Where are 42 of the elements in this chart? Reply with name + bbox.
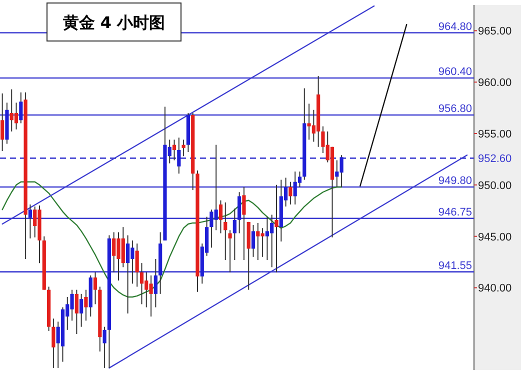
candlestick (172, 139, 176, 161)
candlestick (28, 204, 32, 239)
ref-line-label: 946.75 (438, 206, 472, 218)
candlestick (102, 326, 106, 368)
ref-line-label: 964.80 (438, 20, 472, 33)
candlestick (182, 139, 186, 157)
line-series (2, 181, 342, 298)
candlestick (135, 243, 139, 288)
y-tick-label: 960.00 (478, 77, 512, 90)
text: 黄金 4 小时图 (62, 13, 166, 32)
candlestick (154, 258, 158, 308)
candlestick (274, 184, 278, 273)
candlestick (224, 202, 228, 260)
candlestick (288, 181, 292, 205)
candlestick (265, 216, 270, 260)
y-tick-label: 965.00 (478, 26, 512, 38)
candlestick (232, 208, 236, 260)
candlestick (242, 186, 246, 260)
ref-line-label: 960.40 (438, 66, 472, 78)
ref-line-label: 952.60 (478, 153, 512, 166)
candlestick (93, 272, 98, 305)
candlestick (80, 293, 84, 328)
candlestick (228, 230, 232, 273)
candlestick (251, 224, 256, 258)
candlestick (238, 192, 242, 234)
ref-line-label: 941.55 (438, 260, 472, 272)
candlestick (140, 262, 144, 305)
ref-line-label: 956.80 (438, 103, 472, 116)
y-tick-label: 940.00 (478, 282, 512, 295)
candlestick (14, 102, 18, 130)
y-tick-label: 950.00 (478, 180, 512, 192)
y-tick-label: 945.00 (478, 231, 512, 244)
ref-line-label: 949.80 (438, 174, 472, 187)
candlestick (0, 92, 4, 152)
y-tick-label: 955.00 (478, 128, 512, 141)
candlestick (52, 318, 56, 368)
candlestick (218, 200, 223, 234)
candlestick (177, 137, 181, 174)
candlestick (126, 234, 130, 314)
candlestick (84, 289, 88, 322)
candlestick (19, 92, 23, 124)
candlestick (74, 289, 78, 335)
